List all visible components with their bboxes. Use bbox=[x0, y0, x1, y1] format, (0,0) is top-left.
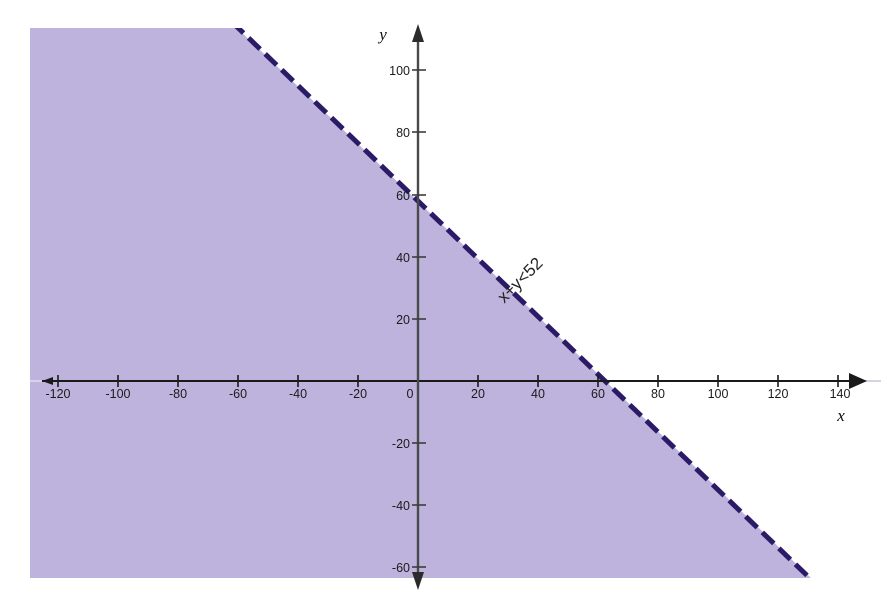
y-tick-label: 80 bbox=[396, 126, 410, 140]
x-tick-labels: -120 -100 -80 -60 -40 -20 0 20 40 60 80 … bbox=[45, 387, 850, 401]
y-tick-label: 20 bbox=[396, 313, 410, 327]
y-tick-label: -40 bbox=[392, 499, 410, 513]
x-tick-label: 100 bbox=[708, 387, 729, 401]
x-tick-label: -80 bbox=[169, 387, 187, 401]
y-tick-marks bbox=[412, 69, 426, 568]
x-tick-label: -20 bbox=[349, 387, 367, 401]
x-tick-label: 60 bbox=[591, 387, 605, 401]
x-tick-label: 80 bbox=[651, 387, 665, 401]
x-tick-label: -120 bbox=[45, 387, 70, 401]
x-tick-label: -100 bbox=[105, 387, 130, 401]
y-tick-label: -60 bbox=[392, 561, 410, 575]
boundary-line bbox=[234, 28, 814, 578]
y-tick-label: 100 bbox=[389, 64, 410, 78]
x-tick-label: 120 bbox=[768, 387, 789, 401]
y-tick-labels: 100 80 60 40 20 -20 -40 -60 bbox=[389, 64, 410, 575]
y-tick-label: -20 bbox=[392, 437, 410, 451]
y-axis-label: y bbox=[377, 25, 387, 44]
y-axis-arrow-up bbox=[412, 24, 424, 42]
x-axis: -120 -100 -80 -60 -40 -20 0 20 40 60 80 … bbox=[42, 373, 867, 425]
x-tick-label: 140 bbox=[830, 387, 851, 401]
x-tick-label: -40 bbox=[289, 387, 307, 401]
x-tick-label: 0 bbox=[407, 387, 414, 401]
x-axis-label: x bbox=[836, 406, 845, 425]
x-tick-label: -60 bbox=[229, 387, 247, 401]
y-axis: 100 80 60 40 20 -20 -40 -60 y bbox=[377, 24, 426, 590]
y-tick-label: 40 bbox=[396, 251, 410, 265]
shaded-region bbox=[30, 28, 811, 578]
y-axis-arrow-down bbox=[412, 572, 424, 590]
y-tick-label: 60 bbox=[396, 189, 410, 203]
x-tick-label: 40 bbox=[531, 387, 545, 401]
x-tick-marks bbox=[57, 375, 839, 387]
x-tick-label: 20 bbox=[471, 387, 485, 401]
